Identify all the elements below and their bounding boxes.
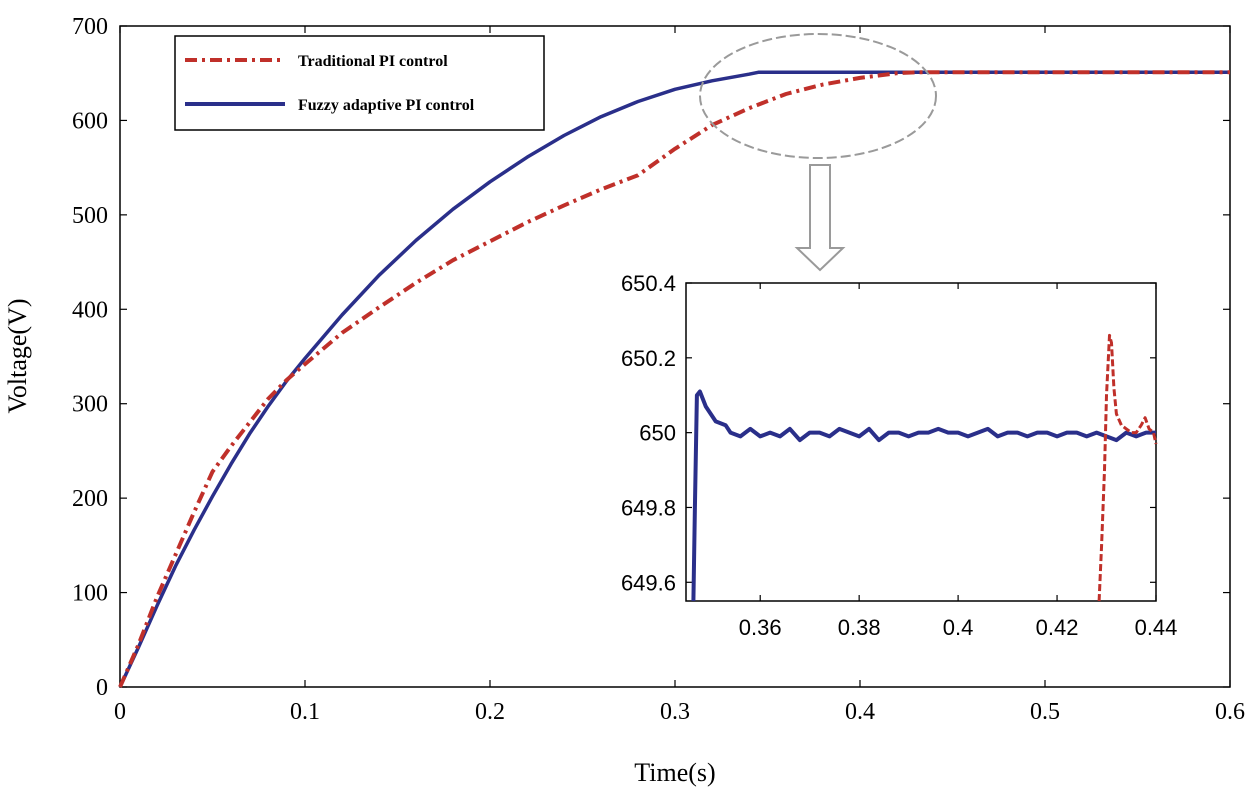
main-y-tick-label: 700 — [72, 14, 108, 40]
y-axis-label: Voltage(V) — [3, 298, 32, 413]
inset-series-traditional — [1097, 333, 1158, 602]
inset-x-tick-label: 0.4 — [943, 615, 974, 640]
main-series-traditional — [118, 70, 1230, 688]
main-x-tick-label: 0.5 — [1030, 699, 1060, 725]
inset-x-tick-label: 0.44 — [1135, 615, 1178, 640]
legend-label-traditional: Traditional PI control — [298, 53, 448, 70]
main-y-tick-label: 300 — [72, 392, 108, 418]
main-y-tick-label: 400 — [72, 297, 108, 323]
legend-box — [174, 35, 545, 131]
main-axis-ticks: 0 0.1 0.2 0.3 0.4 0.5 0.6 0 100 200 300 400 500 600 70… — [72, 14, 1245, 725]
main-y-tick-label: 200 — [72, 486, 108, 512]
main-x-tick-label: 0.4 — [845, 699, 875, 725]
main-y-tick-label: 600 — [72, 108, 108, 134]
inset-axis-ticks: 0.36 0.38 0.4 0.42 0.44 649.6 649.8 650 650.2 650… — [621, 271, 1177, 640]
inset-y-tick-label: 650 — [639, 421, 676, 446]
inset-x-tick-label: 0.42 — [1036, 615, 1079, 640]
main-y-tick-label: 100 — [72, 581, 108, 607]
inset-y-tick-label: 650.4 — [621, 271, 676, 296]
main-y-tick-label: 0 — [96, 675, 108, 701]
inset-x-tick-label: 0.38 — [838, 615, 881, 640]
inset-x-tick-label: 0.36 — [739, 615, 782, 640]
main-series-lines — [118, 70, 1230, 688]
legend: Traditional PI control Fuzzy adaptive PI… — [174, 35, 545, 131]
legend-label-fuzzy: Fuzzy adaptive PI control — [298, 97, 475, 114]
inset-plot-area — [685, 282, 1157, 602]
inset-y-tick-label: 649.6 — [621, 570, 676, 595]
inset-series-lines — [691, 333, 1158, 602]
main-x-tick-label: 0.2 — [475, 699, 505, 725]
zoom-arrow — [794, 164, 846, 272]
main-x-tick-label: 0.3 — [660, 699, 690, 725]
zoom-region-ellipse — [699, 33, 937, 159]
main-x-tick-label: 0.1 — [290, 699, 320, 725]
x-axis-label: Time(s) — [634, 758, 715, 787]
main-y-tick-label: 500 — [72, 203, 108, 229]
main-series-fuzzy — [118, 70, 1230, 688]
main-x-tick-label: 0.6 — [1215, 699, 1245, 725]
inset-series-fuzzy — [691, 389, 1156, 602]
inset-y-tick-label: 649.8 — [621, 495, 676, 520]
inset-y-tick-label: 650.2 — [621, 346, 676, 371]
main-x-tick-label: 0 — [114, 699, 126, 725]
